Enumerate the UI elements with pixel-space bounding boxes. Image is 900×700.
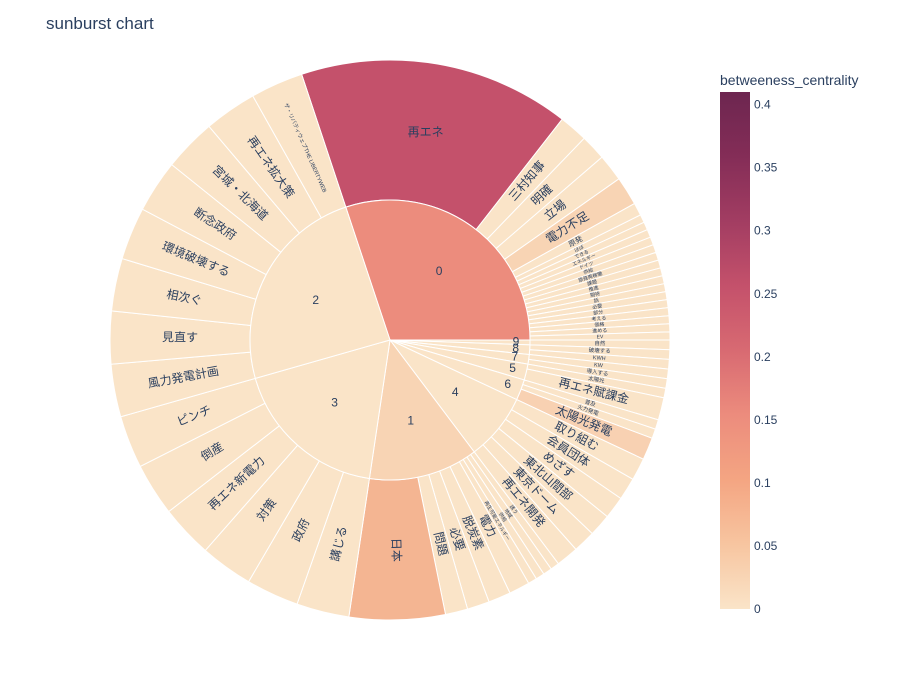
colorbar-tick-4: 0.2 (754, 350, 771, 364)
colorbar-tick-8: 0.4 (754, 98, 771, 112)
group-sector-0[interactable] (345, 199, 531, 341)
group-label-0: 0 (436, 264, 443, 278)
leaf-label-22: 自然 (594, 339, 606, 347)
colorbar-tick-6: 0.3 (754, 224, 771, 238)
colorbar-tick-2: 0.1 (754, 476, 771, 490)
leaf-label-54: 見直す (162, 330, 198, 344)
leaf-label-6: ほぼ (573, 243, 585, 254)
colorbar-tick-0: 0 (754, 602, 761, 616)
leaf-label-27: 太陽光 (587, 374, 605, 385)
leaf-label-17: 部分 (593, 308, 604, 316)
colorbar-tick-5: 0.25 (754, 287, 778, 301)
leaf-label-10: 供給 (583, 266, 595, 276)
leaf-label-9: ドイツ (578, 261, 594, 272)
leaf-label-19: 価格 (594, 321, 604, 329)
group-label-8: 8 (512, 341, 519, 355)
leaf-label-26: 導入する (586, 366, 609, 377)
leaf-label-0: 再エネ (408, 125, 444, 139)
leaf-label-25: KW (594, 362, 604, 369)
group-label-6: 6 (504, 377, 511, 391)
group-sector-1[interactable] (368, 338, 475, 481)
leaf-label-40: 供給 (497, 511, 508, 523)
group-label-2: 2 (312, 293, 319, 307)
leaf-label-45: 問題 (431, 530, 450, 557)
group-label-7: 7 (511, 350, 518, 364)
leaf-label-12: 課題 (586, 278, 598, 287)
leaf-label-13: 推進 (588, 284, 599, 293)
leaf-label-15: 話 (593, 297, 599, 305)
leaf-label-24: KWH (593, 355, 606, 362)
leaf-label-21: EV (597, 334, 604, 340)
leaf-label-14: 期待 (589, 290, 600, 299)
group-label-1: 1 (407, 414, 414, 428)
colorbar-title: betweeness_centrality (720, 72, 859, 88)
group-label-9: 9 (513, 334, 520, 348)
outer-ring (109, 59, 671, 621)
leaf-label-29: 普及 (584, 397, 597, 408)
group-label-4: 4 (452, 385, 459, 399)
colorbar-tick-1: 0.05 (754, 539, 778, 553)
colorbar-tick-7: 0.35 (754, 161, 778, 175)
inner-ring (249, 199, 531, 481)
leaf-label-20: 進める (592, 327, 607, 335)
leaf-label-18: 考える (591, 315, 606, 322)
leaf-label-39: 地域 (503, 507, 514, 519)
group-label-5: 5 (509, 361, 516, 375)
group-sector-3[interactable] (254, 339, 391, 480)
leaf-label-55: 相次ぐ (165, 287, 203, 308)
leaf-label-38: 誘う (508, 504, 520, 516)
group-sector-2[interactable] (249, 206, 391, 380)
leaf-label-46: 日本 (389, 538, 404, 562)
colorbar-tick-3: 0.15 (754, 413, 778, 427)
colorbar (720, 92, 750, 609)
chart-title: sunburst chart (46, 14, 154, 33)
group-label-3: 3 (331, 395, 338, 409)
leaf-label-23: 破壊する (589, 346, 611, 355)
leaf-label-16: 必要 (592, 302, 603, 310)
